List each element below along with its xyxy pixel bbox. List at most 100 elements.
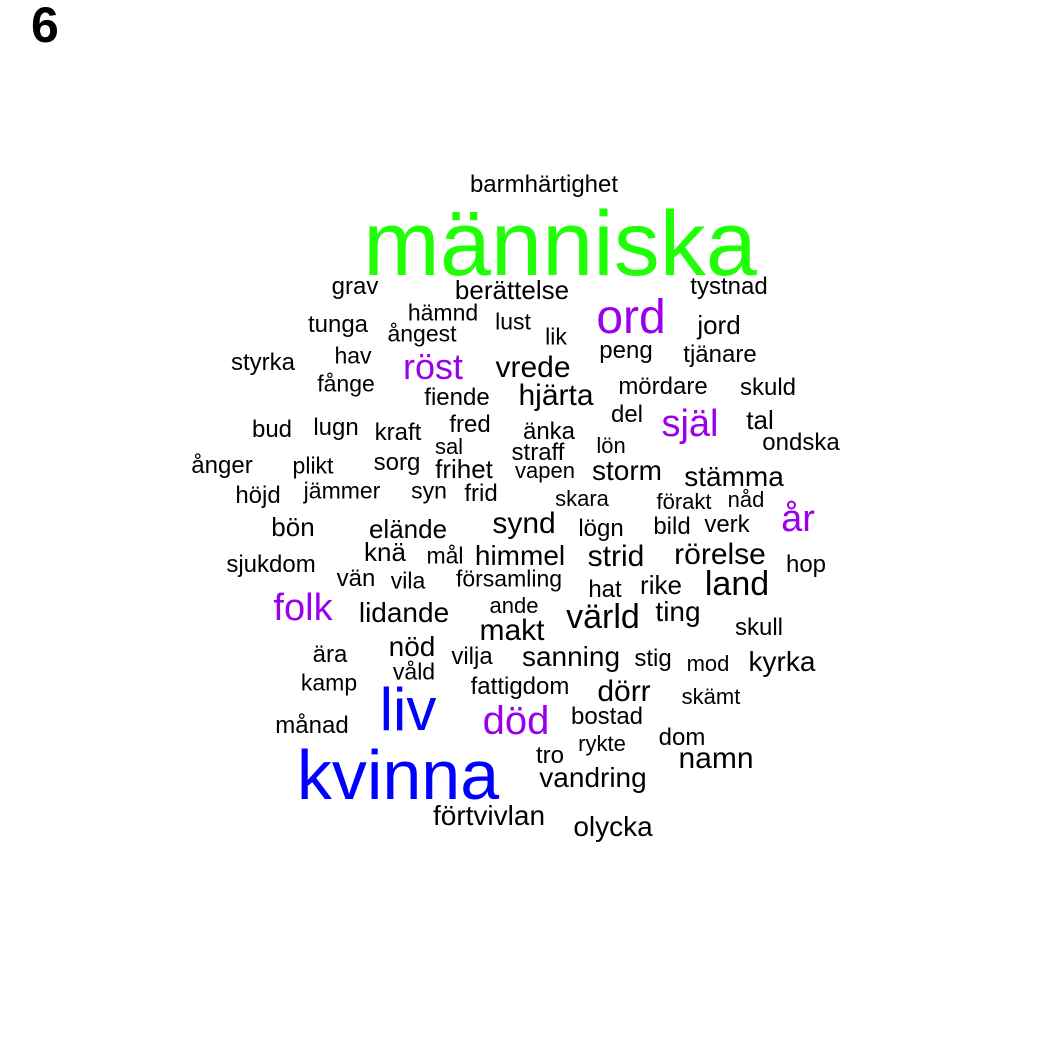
word: tro xyxy=(535,742,565,769)
word: ting xyxy=(655,596,701,627)
word: peng xyxy=(599,337,653,364)
word: vrede xyxy=(495,351,571,384)
word: synd xyxy=(492,507,556,540)
word: skara xyxy=(555,486,609,511)
word: höjd xyxy=(235,482,281,509)
word: rike xyxy=(640,570,682,600)
word: sjukdom xyxy=(226,551,316,578)
word: fånge xyxy=(317,370,375,397)
word: skuld xyxy=(739,374,797,401)
word: ånger xyxy=(191,452,253,479)
word: död xyxy=(482,699,550,743)
word: värld xyxy=(566,598,640,636)
word: månad xyxy=(275,712,349,739)
word: år xyxy=(781,498,815,540)
word: lust xyxy=(495,308,531,335)
word: vila xyxy=(390,567,426,594)
word: bild xyxy=(653,513,691,540)
word: rörelse xyxy=(674,538,766,571)
word: våld xyxy=(392,658,436,685)
word: berättelse xyxy=(454,275,570,305)
word: verk xyxy=(704,511,750,538)
word: tunga xyxy=(307,311,369,338)
word: del xyxy=(610,401,644,428)
word: folk xyxy=(273,587,333,629)
word: lögn xyxy=(578,515,624,542)
word: straff xyxy=(511,439,565,466)
word: strid xyxy=(587,540,645,573)
word: kraft xyxy=(374,419,422,446)
word: ord xyxy=(596,291,666,344)
word: mål xyxy=(426,542,464,569)
word: förakt xyxy=(656,489,712,514)
word: bud xyxy=(251,416,293,443)
word: frid xyxy=(464,480,498,507)
word: ångest xyxy=(387,320,457,347)
word: kvinna xyxy=(296,736,500,814)
word: själ xyxy=(661,403,719,445)
word: barmhärtighet xyxy=(469,171,619,198)
word: dom xyxy=(658,724,706,751)
word: jämmer xyxy=(303,477,381,504)
word: kamp xyxy=(300,669,358,696)
word: vapen xyxy=(515,458,575,483)
word: hjärta xyxy=(518,379,594,412)
word: himmel xyxy=(474,540,566,571)
word: lugn xyxy=(313,414,359,441)
word: tystnad xyxy=(690,273,768,300)
word: skämt xyxy=(681,684,741,709)
word: makt xyxy=(479,614,545,647)
word: knä xyxy=(364,537,406,567)
word: stig xyxy=(634,645,672,672)
word: fred xyxy=(449,411,491,438)
word: sal xyxy=(434,434,464,459)
word: tjänare xyxy=(683,341,757,368)
word: skull xyxy=(734,614,784,641)
word: vandring xyxy=(539,762,647,793)
word: frihet xyxy=(435,454,493,484)
word: ondska xyxy=(762,429,840,456)
word: elände xyxy=(368,514,448,544)
word: liv xyxy=(379,676,437,743)
word: stämma xyxy=(684,461,784,492)
word: dörr xyxy=(597,675,651,708)
word: vilja xyxy=(451,643,493,670)
word: förtvivlan xyxy=(432,800,546,831)
word: församling xyxy=(455,565,563,592)
panel-label: 6 xyxy=(31,0,59,53)
word: hämnd xyxy=(407,299,479,326)
word: olycka xyxy=(573,811,653,842)
word: grav xyxy=(331,273,379,300)
word: land xyxy=(704,565,770,603)
word: nåd xyxy=(727,487,765,512)
word: hav xyxy=(334,342,372,369)
word: syn xyxy=(411,477,447,504)
word: röst xyxy=(402,346,464,387)
word: namn xyxy=(678,742,754,775)
word: fiende xyxy=(424,384,490,411)
word: mördare xyxy=(618,373,708,400)
word: jord xyxy=(697,310,741,340)
word: hat xyxy=(588,576,622,603)
word: fattigdom xyxy=(470,673,570,700)
word: styrka xyxy=(230,349,296,376)
word: kyrka xyxy=(748,646,816,677)
word: rykte xyxy=(578,731,626,756)
word: människa xyxy=(363,193,757,295)
word: bön xyxy=(271,512,315,542)
word: lidande xyxy=(358,597,450,628)
word: mod xyxy=(686,651,730,676)
word: sorg xyxy=(373,449,421,476)
word: ära xyxy=(312,641,348,668)
word: änka xyxy=(522,418,576,445)
word: nöd xyxy=(388,631,436,662)
word: sanning xyxy=(521,641,621,672)
word: vän xyxy=(336,565,376,592)
word: plikt xyxy=(292,452,334,479)
word: storm xyxy=(592,455,662,486)
word: tal xyxy=(746,405,774,435)
word: lön xyxy=(596,433,626,458)
word: lik xyxy=(545,323,567,350)
word: hop xyxy=(785,551,827,578)
